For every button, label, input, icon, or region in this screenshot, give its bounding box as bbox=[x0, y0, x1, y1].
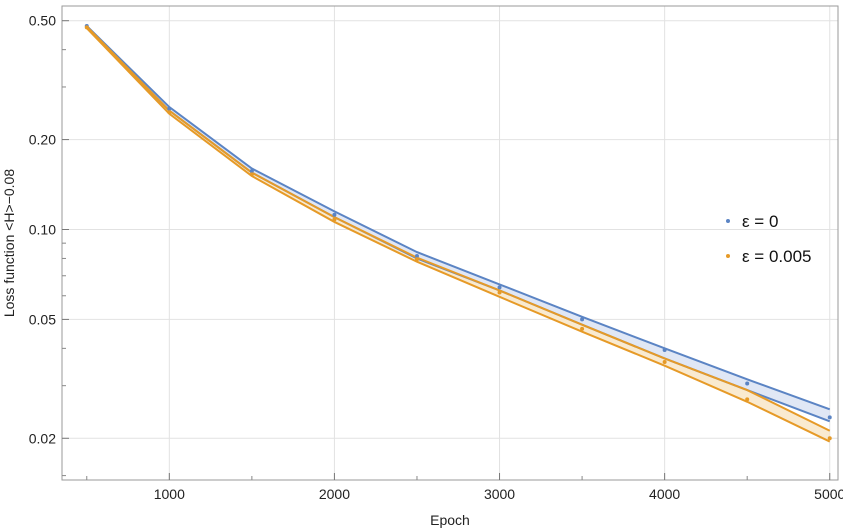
legend-label-eps-0: ε = 0 bbox=[742, 212, 778, 231]
plot-frame bbox=[61, 5, 839, 481]
series-upper-line-1 bbox=[86, 25, 831, 432]
confidence-bands bbox=[86, 25, 830, 442]
data-point-1 bbox=[580, 326, 585, 331]
series-band-0 bbox=[86, 25, 830, 422]
data-point-1 bbox=[84, 25, 89, 30]
data-point-0 bbox=[332, 212, 337, 217]
legend: ε = 0 ε = 0.005 bbox=[726, 212, 812, 266]
data-point-0 bbox=[745, 381, 750, 386]
legend-label-eps-0005: ε = 0.005 bbox=[742, 247, 812, 266]
y-tick-label: 0.20 bbox=[29, 132, 56, 148]
data-point-1 bbox=[827, 436, 832, 441]
x-axis-label: Epoch bbox=[430, 512, 470, 528]
y-tick-label: 0.50 bbox=[29, 13, 56, 29]
data-point-0 bbox=[662, 347, 667, 352]
data-point-1 bbox=[662, 360, 667, 365]
data-point-1 bbox=[249, 172, 254, 177]
data-point-0 bbox=[249, 168, 254, 173]
data-point-0 bbox=[167, 106, 172, 111]
x-tick-label: 3000 bbox=[484, 486, 515, 502]
y-tick-label: 0.02 bbox=[29, 430, 56, 446]
data-point-0 bbox=[580, 317, 585, 322]
x-tick-label: 5000 bbox=[814, 486, 843, 502]
x-tick-label: 2000 bbox=[319, 486, 350, 502]
series-lines bbox=[86, 25, 831, 443]
data-point-0 bbox=[827, 415, 832, 420]
series-lower-line-0 bbox=[86, 26, 831, 423]
x-tick-label: 4000 bbox=[649, 486, 680, 502]
series-lower-line-1 bbox=[86, 27, 831, 443]
data-point-1 bbox=[745, 397, 750, 402]
legend-marker-eps-0 bbox=[726, 219, 730, 223]
x-tick-label: 1000 bbox=[154, 486, 185, 502]
series-band-1 bbox=[86, 26, 830, 442]
series-points bbox=[84, 23, 832, 441]
data-point-0 bbox=[414, 254, 419, 259]
y-axis-label: Loss function <H>−0.08 bbox=[1, 169, 17, 317]
y-tick-label: 0.05 bbox=[29, 311, 56, 327]
grid bbox=[62, 6, 838, 480]
data-point-1 bbox=[167, 110, 172, 115]
axis-ticks: 1000 2000 3000 4000 5000 0.02 0.05 0.10 0.20 0.50 bbox=[29, 13, 843, 502]
y-tick-label: 0.10 bbox=[29, 221, 56, 237]
data-point-1 bbox=[497, 290, 502, 295]
data-point-1 bbox=[414, 257, 419, 262]
data-point-1 bbox=[332, 217, 337, 222]
data-point-0 bbox=[497, 285, 502, 290]
series-upper-line-0 bbox=[86, 25, 831, 411]
legend-marker-eps-0005 bbox=[726, 254, 730, 258]
